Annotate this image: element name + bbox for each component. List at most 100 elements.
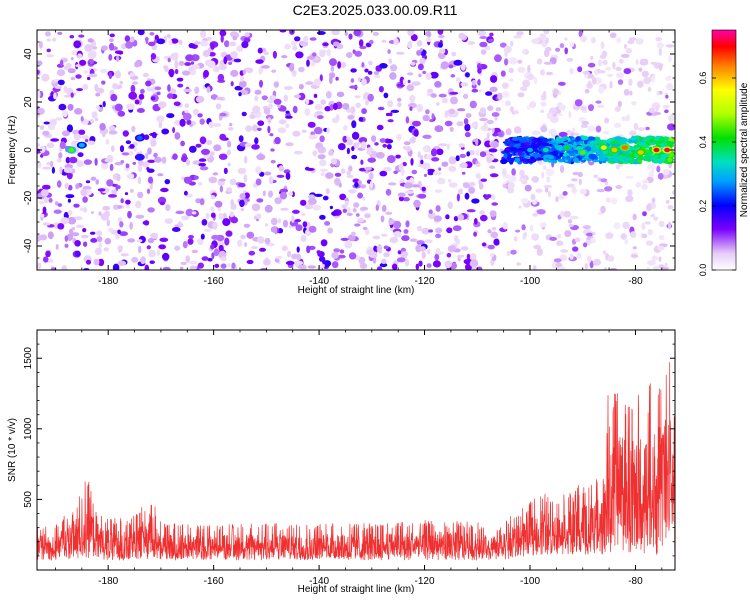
heatmap-cell <box>657 245 665 251</box>
heatmap-cell <box>640 58 649 63</box>
heatmap-cell <box>505 140 512 145</box>
heatmap-cell <box>540 125 548 133</box>
heatmap-cell <box>432 260 441 268</box>
heatmap-cell <box>667 157 673 162</box>
heatmap-cell <box>479 107 487 115</box>
heatmap-cell <box>635 182 642 188</box>
heatmap-cell <box>580 35 588 43</box>
heatmap-cell <box>264 223 269 227</box>
heatmap-cell <box>185 208 194 217</box>
heatmap-cell <box>642 211 647 217</box>
heatmap-cell <box>372 31 380 36</box>
heatmap-cell <box>368 39 374 45</box>
heatmap-cell <box>556 240 564 246</box>
heatmap-cell <box>270 217 278 226</box>
snr-frame <box>36 329 676 571</box>
heatmap-cell <box>364 213 371 219</box>
heatmap-cell <box>509 159 514 165</box>
heatmap-cell <box>357 180 363 186</box>
heatmap-cell <box>560 210 565 218</box>
heatmap-cell <box>415 263 419 270</box>
heatmap-cell <box>367 157 377 163</box>
heatmap-cell <box>138 245 142 254</box>
heatmap-cell <box>307 121 316 128</box>
heatmap-cell <box>246 231 255 239</box>
heatmap-cell <box>120 198 124 204</box>
heatmap-cell <box>161 128 170 135</box>
heatmap-cell <box>167 57 171 63</box>
heatmap-cell <box>494 117 498 121</box>
heatmap-cell <box>188 43 195 49</box>
heatmap-cell <box>244 242 248 247</box>
heatmap-cell <box>390 109 400 113</box>
heatmap-cell <box>578 117 586 122</box>
heatmap-cell <box>149 32 155 36</box>
heatmap-cell <box>212 221 218 230</box>
heatmap-cell <box>172 227 181 232</box>
heatmap-cell <box>416 103 424 112</box>
spectrogram-panel: -180 -160 -140 -120 -100 -80 -40 -20 0 20 40 Heig… <box>7 29 676 296</box>
heatmap-cell <box>303 35 309 43</box>
heatmap-cell <box>539 222 547 228</box>
heatmap-cell <box>459 153 466 158</box>
heatmap-cell <box>144 264 150 270</box>
heatmap-cell <box>507 186 515 194</box>
heatmap-cell <box>403 229 409 234</box>
heatmap-cell <box>98 241 103 249</box>
heatmap-cell <box>262 190 266 197</box>
heatmap-cell <box>583 242 588 248</box>
heatmap-cell <box>385 138 390 143</box>
heatmap-cell <box>638 67 643 72</box>
heatmap-cell <box>285 260 295 266</box>
spectrogram-y-tick-label: 0 <box>23 147 34 153</box>
heatmap-cell <box>264 237 271 245</box>
heatmap-cell <box>662 169 670 176</box>
heatmap-cell <box>461 171 466 175</box>
heatmap-cell <box>559 43 565 49</box>
heatmap-cell <box>405 190 414 194</box>
heatmap-cell <box>47 123 56 131</box>
heatmap-cell <box>230 81 234 87</box>
heatmap-cell <box>541 171 545 179</box>
heatmap-cell <box>416 50 422 56</box>
heatmap-cell <box>150 139 157 147</box>
heatmap-cell <box>199 30 207 38</box>
heatmap-cell <box>427 168 435 173</box>
heatmap-cell <box>558 104 566 111</box>
heatmap-cell <box>166 34 171 39</box>
heatmap-cell <box>279 30 287 33</box>
heatmap-cell <box>502 222 509 230</box>
heatmap-cell <box>368 172 374 180</box>
heatmap-cell <box>112 263 120 270</box>
heatmap-cell <box>229 211 235 218</box>
heatmap-cell <box>188 234 194 240</box>
heatmap-cell <box>547 190 552 198</box>
heatmap-cell <box>635 38 644 45</box>
heatmap-cell <box>417 193 427 199</box>
heatmap-cell <box>602 59 608 65</box>
heatmap-cell <box>251 144 260 150</box>
heatmap-cell <box>582 70 590 75</box>
heatmap-cell <box>509 143 515 147</box>
heatmap-cell <box>656 165 661 173</box>
heatmap-cell <box>255 59 264 64</box>
heatmap-cell <box>374 142 379 146</box>
heatmap-cell <box>635 59 639 66</box>
heatmap-cell <box>174 132 181 140</box>
heatmap-cell <box>291 70 297 77</box>
heatmap-cell <box>153 156 162 163</box>
heatmap-cell <box>230 51 238 59</box>
heatmap-cell <box>57 31 63 35</box>
heatmap-cell <box>64 94 71 98</box>
heatmap-cell <box>428 229 433 233</box>
heatmap-cell <box>43 256 49 263</box>
heatmap-cell <box>396 51 405 55</box>
heatmap-cell <box>468 186 475 194</box>
heatmap-cell <box>513 110 519 115</box>
heatmap-cell <box>419 246 426 252</box>
heatmap-cell <box>342 208 347 213</box>
heatmap-cell <box>362 196 366 201</box>
heatmap-cell <box>55 244 59 250</box>
heatmap-cell <box>185 255 191 263</box>
